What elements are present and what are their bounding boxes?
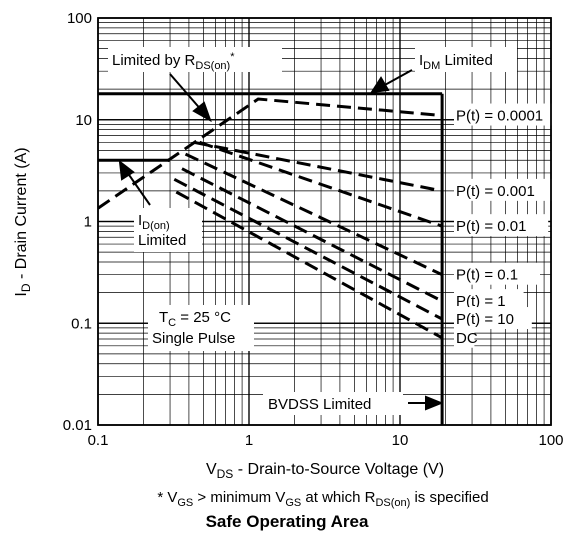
series-labels: P(t) = 0.0001 P(t) = 0.001 P(t) = 0.01 P(t)… [454,103,565,348]
y-tick-label: 10 [75,112,92,129]
annotation-arrows [118,69,444,411]
x-tick-label: 100 [538,432,563,449]
series-line-5 [173,177,443,321]
y-axis-title: ID - Drain Current (A) [13,147,33,296]
annotation-bvdss-box [263,392,403,415]
x-tick-label: 10 [392,432,409,449]
annotation-rdson: Limited by RDS(on)* [112,51,235,72]
y-tick-label: 1 [84,214,92,231]
series-label-bg-0 [454,103,565,126]
series-label-bg-2 [454,214,549,237]
series-label-bg-5 [454,307,532,330]
series-line-3 [184,152,443,277]
series-line-1 [193,140,443,193]
plot-frame [97,17,552,426]
y-tick-label: 0.1 [71,315,92,332]
series-label-1: P(t) = 0.001 [456,183,535,200]
series-label-5: P(t) = 10 [456,311,514,328]
annotation-tc-line2: Single Pulse [152,330,235,347]
y-tick-label: 100 [67,10,92,27]
annotation-tc-box [148,305,254,351]
y-tick-label: 0.01 [63,417,92,434]
arrow-bvdss-head [425,395,444,411]
series-label-2: P(t) = 0.01 [456,218,526,235]
series-label-0: P(t) = 0.0001 [456,108,543,125]
arrow-idon [126,171,151,206]
series-label-4: P(t) = 1 [456,293,506,310]
annotation-idm-box [415,47,517,72]
x-tick-label: 1 [245,432,253,449]
series-line-6 [175,190,443,340]
x-tick-label: 0.1 [88,432,109,449]
annotation-rdson-box [108,47,282,72]
arrow-rdson [169,73,204,113]
annotation-idon-line1: ID(on) [138,212,170,232]
chart-series [97,92,444,425]
annotation-idm: IDM Limited [419,52,493,72]
series-line-0 [97,97,443,210]
x-axis-title: VDS - Drain-to-Source Voltage (V) [206,461,444,481]
annotation-tc-line1: TC = 25 °C [159,309,231,329]
series-label-bg-4 [454,289,524,312]
annotation-idon-box [134,208,202,252]
arrow-rdson-head [192,101,212,123]
footnote: * VGS > minimum VGS at which RDS(on) is … [157,489,488,509]
series-line-4 [181,167,443,303]
arrow-idm-head [370,76,390,94]
annotation-bvdss: BVDSS Limited [268,396,371,413]
series-label-bg-6 [454,325,475,348]
series-label-bg-3 [454,262,540,285]
figure-caption: Safe Operating Area [205,512,369,531]
series-label-bg-1 [454,178,557,201]
arrow-idm [382,69,413,87]
series-label-6: DC [456,330,478,347]
series-line-2 [199,140,443,228]
series-label-3: P(t) = 0.1 [456,267,518,284]
arrow-idon-head [118,159,135,181]
annotation-idon-line2: Limited [138,232,186,249]
